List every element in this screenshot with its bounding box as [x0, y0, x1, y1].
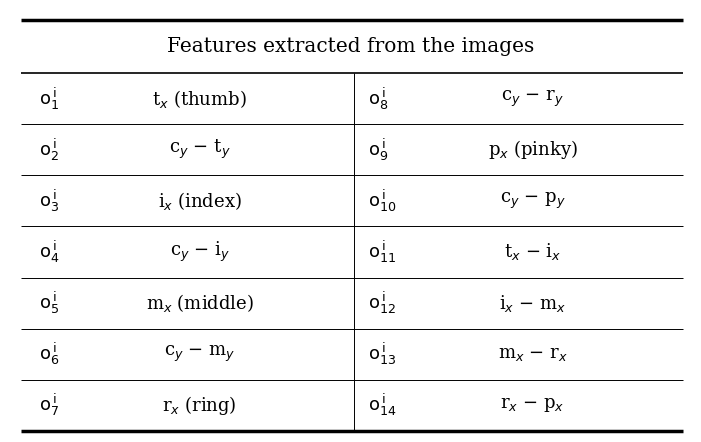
Text: t$_x$ − i$_x$: t$_x$ − i$_x$ [504, 241, 562, 263]
Text: Features extracted from the images: Features extracted from the images [167, 37, 534, 56]
Text: $\mathrm{o}_{8}^{\,\mathrm{i}}$: $\mathrm{o}_{8}^{\,\mathrm{i}}$ [368, 85, 388, 111]
Text: c$_y$ − t$_y$: c$_y$ − t$_y$ [169, 138, 231, 161]
Text: $\mathrm{o}_{9}^{\,\mathrm{i}}$: $\mathrm{o}_{9}^{\,\mathrm{i}}$ [368, 137, 388, 163]
Text: $\mathrm{o}_{11}^{\,\mathrm{i}}$: $\mathrm{o}_{11}^{\,\mathrm{i}}$ [368, 239, 396, 265]
Text: $\mathrm{o}_{10}^{\,\mathrm{i}}$: $\mathrm{o}_{10}^{\,\mathrm{i}}$ [368, 188, 397, 214]
Text: p$_x$ (pinky): p$_x$ (pinky) [488, 138, 578, 161]
Text: $\mathrm{o}_{13}^{\,\mathrm{i}}$: $\mathrm{o}_{13}^{\,\mathrm{i}}$ [368, 341, 396, 367]
Text: r$_x$ (ring): r$_x$ (ring) [163, 394, 237, 417]
Text: i$_x$ − m$_x$: i$_x$ − m$_x$ [499, 293, 566, 313]
Text: c$_y$ − m$_y$: c$_y$ − m$_y$ [164, 344, 236, 364]
Text: m$_x$ − r$_x$: m$_x$ − r$_x$ [498, 345, 568, 363]
Text: c$_y$ − i$_y$: c$_y$ − i$_y$ [170, 240, 230, 264]
Text: c$_y$ − r$_y$: c$_y$ − r$_y$ [501, 88, 564, 109]
Text: $\mathrm{o}_{1}^{\,\mathrm{i}}$: $\mathrm{o}_{1}^{\,\mathrm{i}}$ [39, 85, 59, 111]
Text: i$_x$ (index): i$_x$ (index) [158, 190, 242, 212]
Text: r$_x$ − p$_x$: r$_x$ − p$_x$ [501, 396, 565, 415]
Text: $\mathrm{o}_{2}^{\,\mathrm{i}}$: $\mathrm{o}_{2}^{\,\mathrm{i}}$ [39, 137, 58, 163]
Text: $\mathrm{o}_{12}^{\,\mathrm{i}}$: $\mathrm{o}_{12}^{\,\mathrm{i}}$ [368, 290, 396, 316]
Text: t$_x$ (thumb): t$_x$ (thumb) [152, 88, 247, 110]
Text: $\mathrm{o}_{14}^{\,\mathrm{i}}$: $\mathrm{o}_{14}^{\,\mathrm{i}}$ [368, 392, 397, 419]
Text: $\mathrm{o}_{3}^{\,\mathrm{i}}$: $\mathrm{o}_{3}^{\,\mathrm{i}}$ [39, 188, 59, 214]
Text: $\mathrm{o}_{5}^{\,\mathrm{i}}$: $\mathrm{o}_{5}^{\,\mathrm{i}}$ [39, 290, 59, 316]
Text: $\mathrm{o}_{6}^{\,\mathrm{i}}$: $\mathrm{o}_{6}^{\,\mathrm{i}}$ [39, 341, 59, 367]
Text: $\mathrm{o}_{7}^{\,\mathrm{i}}$: $\mathrm{o}_{7}^{\,\mathrm{i}}$ [39, 392, 59, 419]
Text: m$_x$ (middle): m$_x$ (middle) [146, 292, 254, 314]
Text: c$_y$ − p$_y$: c$_y$ − p$_y$ [500, 191, 566, 211]
Text: $\mathrm{o}_{4}^{\,\mathrm{i}}$: $\mathrm{o}_{4}^{\,\mathrm{i}}$ [39, 239, 59, 265]
